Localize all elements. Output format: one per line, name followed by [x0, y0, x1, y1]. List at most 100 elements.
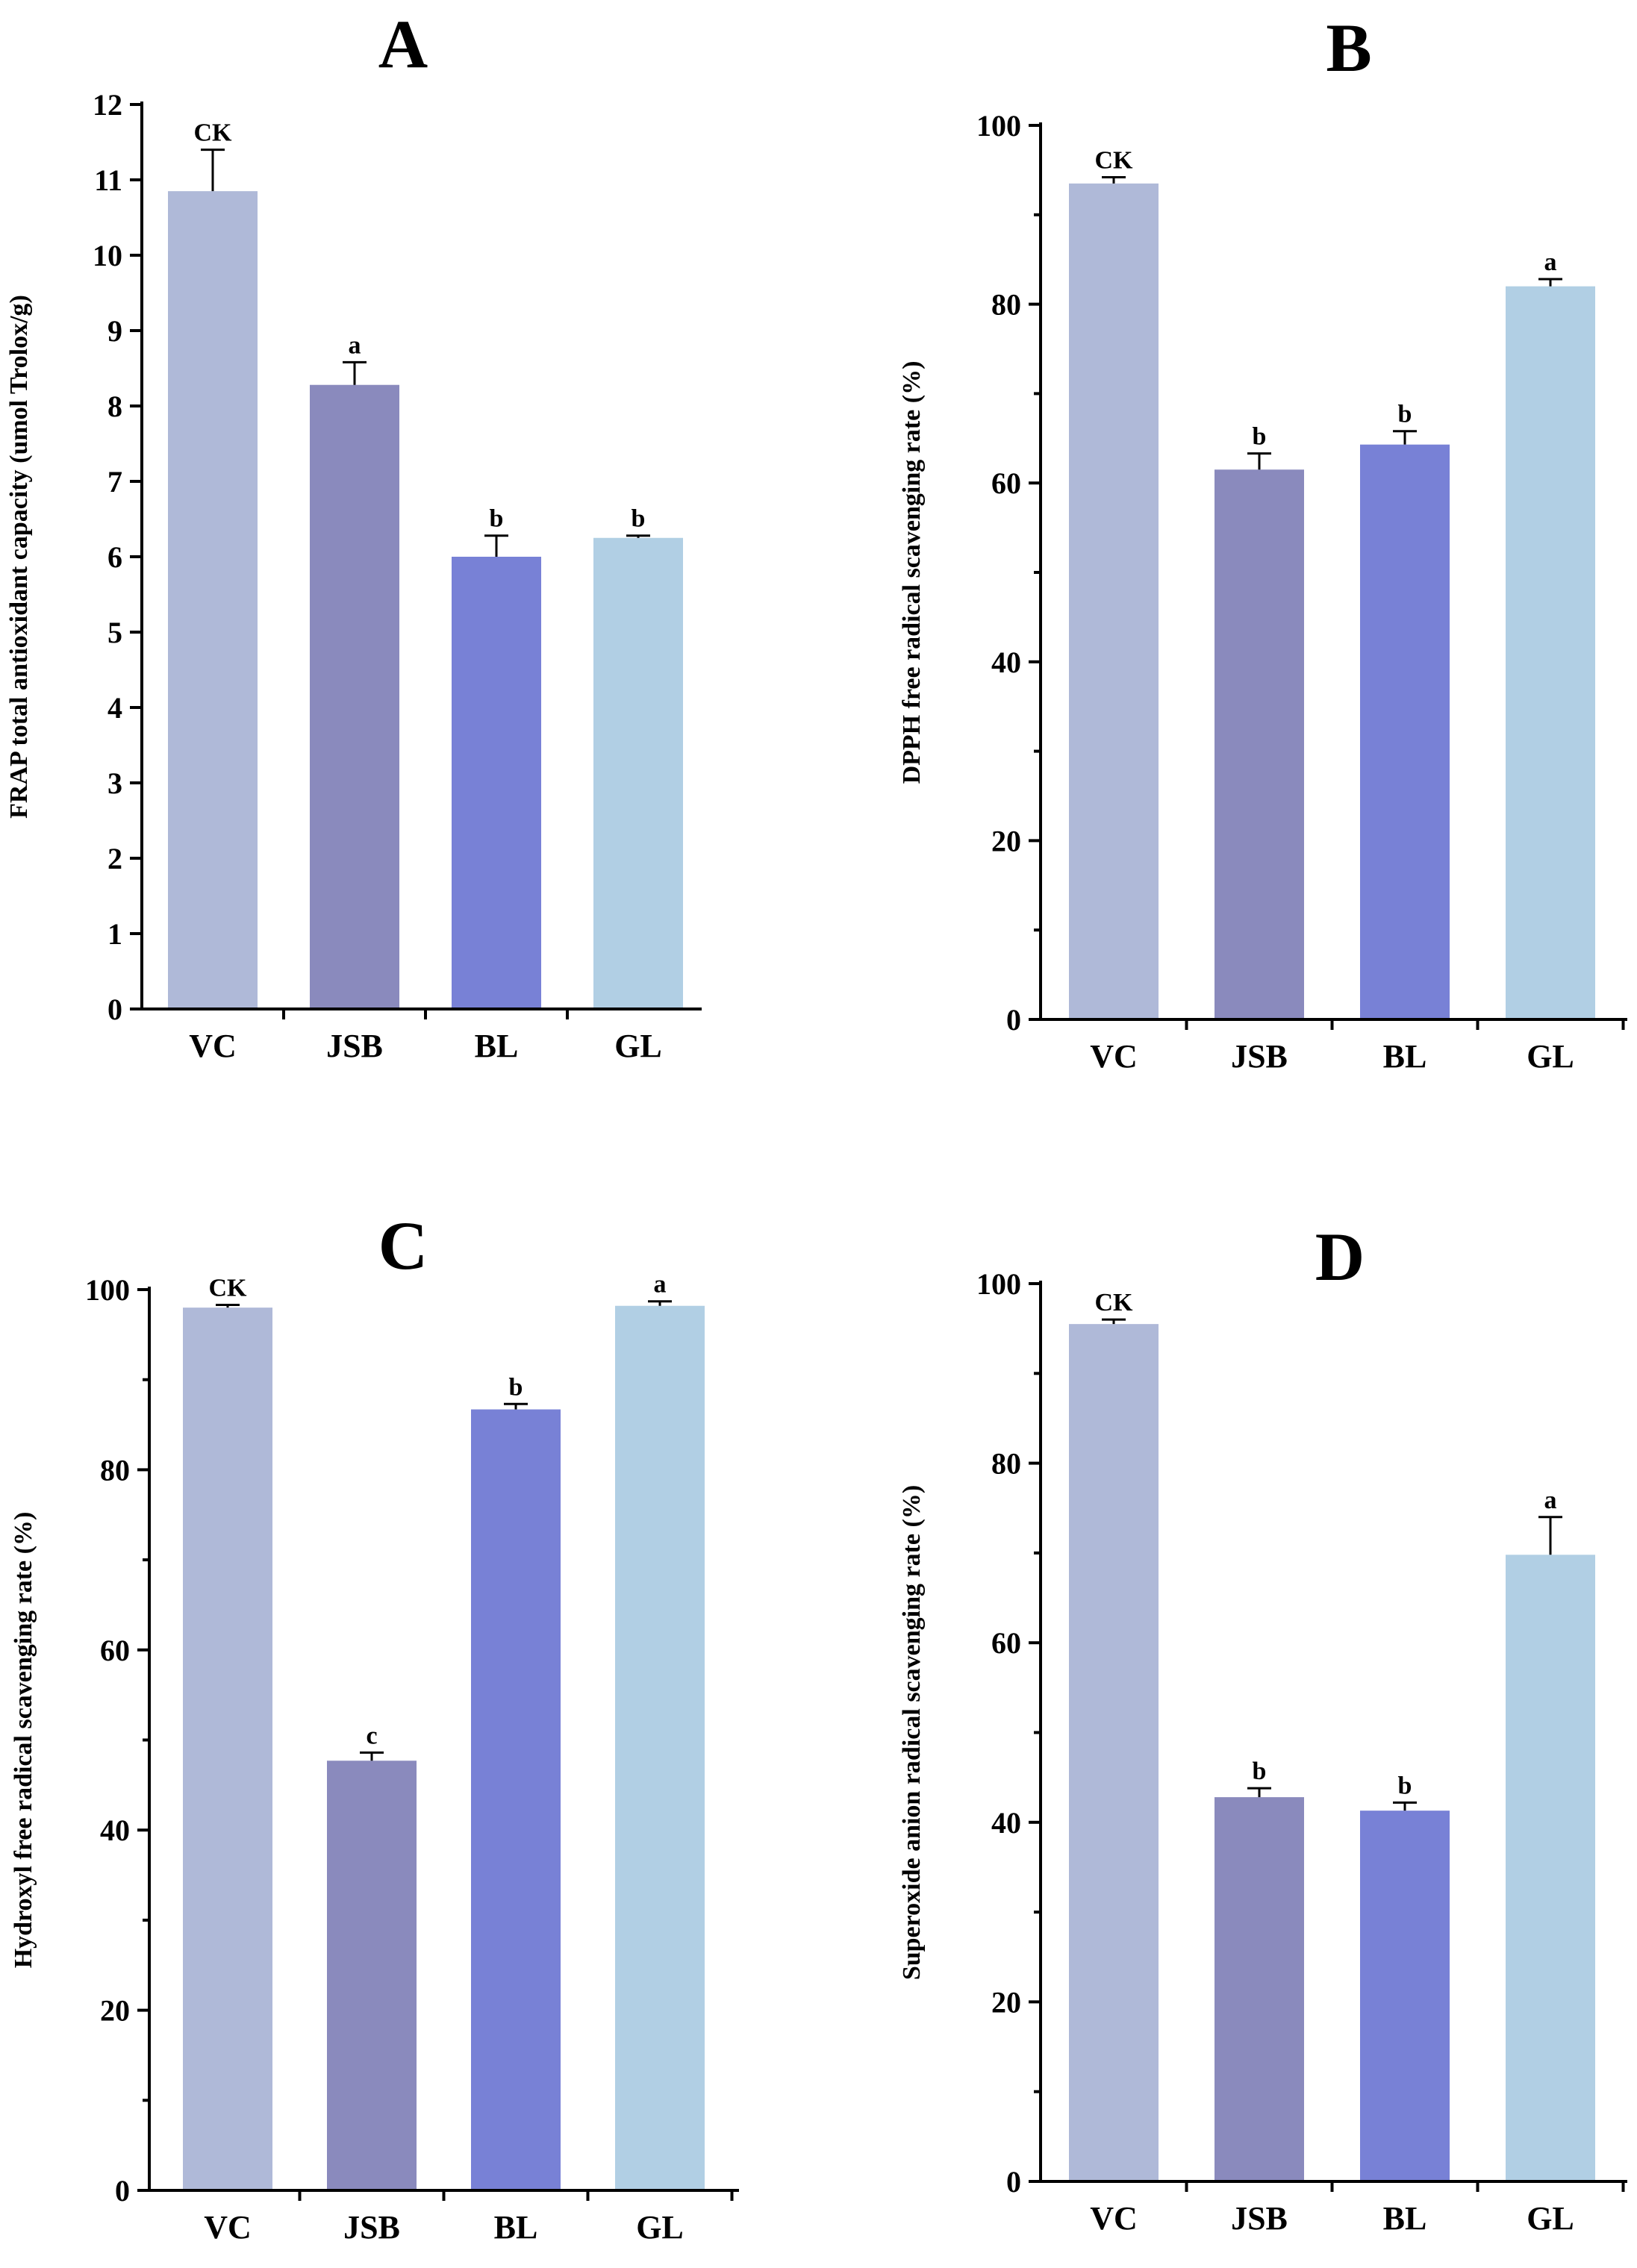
y-tick-label: 0 [115, 2174, 130, 2208]
error-bar [504, 1402, 528, 1410]
error-bar [1538, 278, 1562, 287]
y-axis-title: DPPH free radical scavenging rate (%) [898, 361, 926, 784]
y-tick-label: 5 [107, 616, 122, 649]
y-axis-title: FRAP total antioxidant capacity (umol Tr… [5, 295, 33, 819]
bar-gl [1506, 286, 1595, 1019]
error-bar [1393, 1801, 1417, 1811]
bar-vc [1069, 183, 1159, 1019]
y-tick-label: 100 [85, 1273, 130, 1307]
y-tick-label: 40 [100, 1814, 130, 1847]
y-tick-label: 6 [107, 540, 122, 574]
category-label: BL [494, 2209, 538, 2246]
error-bar [1247, 452, 1271, 470]
category-label: VC [1090, 1038, 1138, 1075]
panel-a: A FRAP total antioxidant capacity (umol T… [5, 6, 702, 1064]
y-axis-title: Hydroxyl free radical scavenging rate (%… [10, 1512, 37, 1969]
y-tick-label: 40 [991, 1806, 1021, 1840]
bar-jsb [310, 384, 399, 1009]
significance-label: a [1544, 249, 1557, 276]
bar-bl [471, 1409, 561, 2190]
error-bar [201, 149, 225, 192]
y-tick-label: 8 [107, 390, 122, 423]
error-bar [360, 1751, 384, 1761]
y-tick-label: 0 [1006, 2165, 1021, 2199]
significance-label: a [349, 331, 361, 359]
error-bar [484, 534, 508, 557]
error-bar [216, 1304, 240, 1308]
y-tick-label: 60 [991, 466, 1021, 500]
significance-label: CK [1095, 1289, 1134, 1316]
panel-letter: A [378, 6, 428, 82]
bar-bl [452, 557, 541, 1009]
category-label: JSB [326, 1028, 383, 1064]
panel-letter: B [1326, 10, 1371, 86]
significance-label: b [509, 1373, 523, 1401]
panel-c: C Hydroxyl free radical scavenging rate (… [10, 1208, 739, 2246]
significance-label: CK [1095, 146, 1134, 174]
y-tick-label: 11 [94, 163, 122, 197]
y-tick-label: 20 [100, 1994, 130, 2028]
bar-gl [615, 1305, 705, 2190]
significance-label: b [1253, 423, 1267, 451]
bar-vc [183, 1308, 272, 2190]
y-tick-label: 60 [991, 1626, 1021, 1660]
significance-label: b [1398, 401, 1412, 428]
error-bar [1247, 1787, 1271, 1798]
y-tick-label: 80 [100, 1453, 130, 1487]
bar-bl [1360, 444, 1450, 1019]
y-tick-label: 9 [107, 314, 122, 348]
error-bar [1102, 1318, 1126, 1325]
category-label: BL [1383, 1038, 1427, 1075]
category-label: BL [475, 1028, 519, 1064]
y-tick-label: 100 [976, 1267, 1021, 1301]
bar-jsb [1215, 469, 1304, 1019]
significance-label: b [1253, 1758, 1267, 1785]
y-tick-label: 0 [107, 993, 122, 1026]
bar-bl [1360, 1811, 1450, 2181]
category-label: JSB [1231, 1038, 1288, 1075]
error-bar [1393, 430, 1417, 445]
error-bar [1102, 175, 1126, 184]
y-tick-label: 7 [107, 465, 122, 499]
significance-label: a [1544, 1487, 1557, 1514]
y-tick-label: 20 [991, 824, 1021, 857]
y-tick-label: 40 [991, 646, 1021, 679]
category-label: GL [1527, 1038, 1574, 1075]
category-label: JSB [343, 2209, 400, 2246]
y-tick-label: 60 [100, 1634, 130, 1667]
category-label: JSB [1231, 2200, 1288, 2237]
significance-label: b [1398, 1772, 1412, 1799]
y-tick-label: 100 [976, 109, 1021, 143]
bar-jsb [1215, 1797, 1304, 2181]
y-tick-label: 10 [93, 239, 122, 272]
error-bar [648, 1300, 672, 1306]
y-tick-label: 0 [1006, 1003, 1021, 1037]
significance-label: CK [194, 119, 233, 147]
significance-label: b [490, 505, 504, 533]
significance-label: CK [209, 1275, 248, 1302]
category-label: VC [204, 2209, 252, 2246]
y-tick-label: 80 [991, 288, 1021, 322]
y-tick-label: 12 [93, 88, 122, 122]
y-tick-label: 4 [107, 691, 122, 725]
significance-label: b [632, 505, 646, 533]
y-tick-label: 2 [107, 842, 122, 875]
category-label: VC [1090, 2200, 1138, 2237]
y-tick-label: 1 [107, 917, 122, 951]
panel-letter: D [1315, 1219, 1365, 1295]
bar-gl [593, 537, 683, 1009]
bar-vc [1069, 1324, 1159, 2181]
category-label: GL [614, 1028, 662, 1064]
significance-label: c [366, 1722, 377, 1749]
category-label: BL [1383, 2200, 1427, 2237]
error-bar [343, 360, 367, 385]
y-tick-label: 20 [991, 1985, 1021, 2019]
error-bar [626, 534, 650, 538]
category-label: GL [1527, 2200, 1574, 2237]
y-tick-label: 80 [991, 1447, 1021, 1481]
panel-letter: C [378, 1208, 428, 1284]
y-axis-title: Superoxide anion radical scavenging rate… [898, 1485, 926, 1980]
significance-label: a [654, 1271, 667, 1299]
bar-vc [168, 191, 258, 1009]
